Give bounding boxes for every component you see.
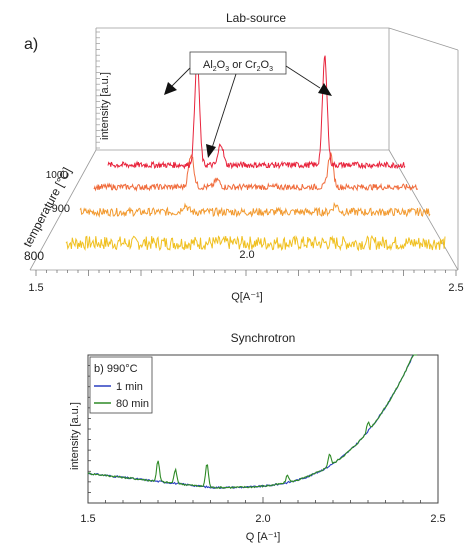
z-tick-label-1000: 1000 bbox=[46, 170, 69, 181]
panel-b-ticks bbox=[87, 354, 439, 504]
panel-a-frame bbox=[29, 27, 459, 271]
series-line-a-0 bbox=[65, 234, 446, 252]
series-line-a-2 bbox=[93, 152, 419, 192]
series-line-a-3 bbox=[107, 55, 406, 170]
arrow-head-right bbox=[318, 83, 332, 96]
series-line-b-1 bbox=[87, 354, 417, 490]
panel-a-ticks bbox=[35, 31, 457, 276]
arrow-line-middle bbox=[211, 73, 237, 149]
arrow-head-middle bbox=[206, 144, 216, 158]
series-line-a-1 bbox=[79, 201, 431, 218]
arrow-head-left bbox=[164, 82, 177, 95]
z-tick-label-800: 800 bbox=[24, 249, 44, 263]
x-tick-label-a-2: 2.0 bbox=[239, 249, 254, 261]
y-axis-label-b: intensity [a.u.] bbox=[69, 402, 81, 470]
z-tick-label-900: 900 bbox=[52, 203, 70, 215]
annotation-text: Al2O3 or Cr2O3 bbox=[203, 59, 273, 73]
annotation-box bbox=[189, 51, 287, 75]
x-axis-label-a: Q[A⁻¹] bbox=[231, 291, 262, 303]
panel-a-label: a) bbox=[24, 36, 38, 53]
arrow-line-right bbox=[285, 65, 321, 89]
x-tick-label-b-2: 2.0 bbox=[255, 513, 270, 525]
peak-annotation: Al2O3 or Cr2O3 bbox=[164, 51, 332, 158]
arrow-line-left bbox=[171, 67, 191, 87]
legend-label-b: b) 990°C bbox=[94, 363, 138, 375]
legend-entry-1min: 1 min bbox=[116, 381, 143, 393]
legend-b: b) 990°C 1 min 80 min bbox=[89, 356, 153, 414]
legend-entry-80min: 80 min bbox=[116, 398, 149, 410]
x-axis-label-b: Q [A⁻¹] bbox=[246, 531, 281, 543]
panel-b-title: Synchrotron bbox=[231, 331, 296, 345]
panel-b-series bbox=[87, 354, 417, 490]
x-tick-label-a-3: 2.5 bbox=[448, 282, 463, 294]
panel-a-title: Lab-source bbox=[226, 11, 286, 25]
x-tick-label-b-1: 1.5 bbox=[80, 513, 95, 525]
panel-a-series bbox=[65, 55, 446, 252]
x-tick-label-a-1: 1.5 bbox=[28, 282, 43, 294]
x-tick-label-b-3: 2.5 bbox=[430, 513, 445, 525]
y-axis-label-a: intensity [a.u.] bbox=[99, 72, 111, 140]
